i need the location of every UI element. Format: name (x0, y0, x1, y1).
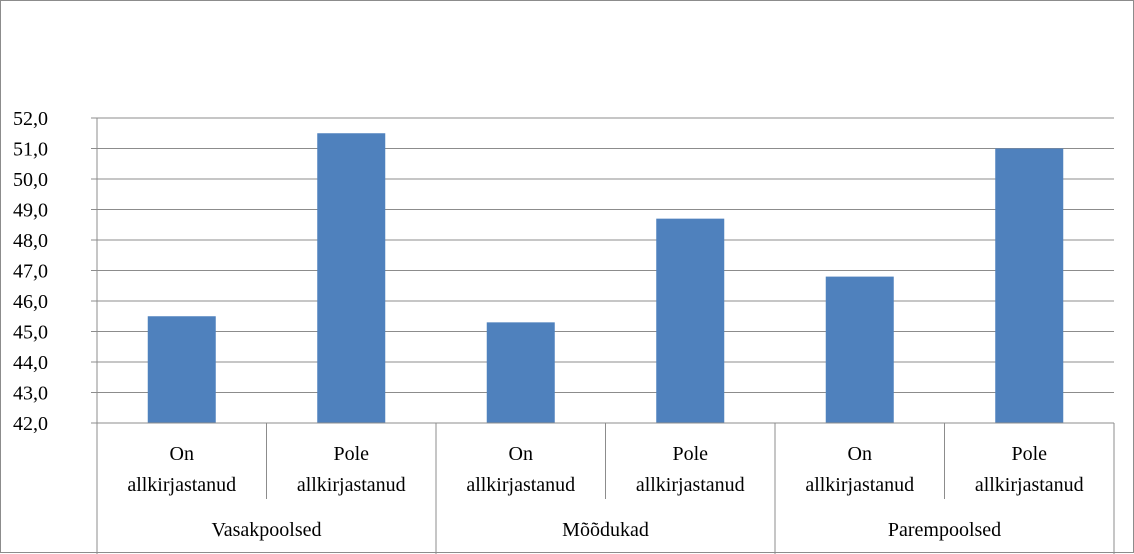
category-label-line1: Pole (333, 443, 369, 465)
bar (317, 133, 386, 423)
group-label: Mõõdukad (562, 519, 649, 541)
category-label-line1: On (848, 443, 872, 465)
y-tick-label: 50,0 (13, 169, 48, 191)
y-tick-label: 48,0 (13, 230, 48, 252)
gridlines (97, 117, 1114, 393)
bar (486, 322, 555, 423)
category-label-line2: allkirjastanud (127, 474, 236, 496)
category-label-line1: Pole (1011, 443, 1047, 465)
bar (147, 316, 216, 423)
category-label-line2: allkirjastanud (466, 474, 575, 496)
bar (656, 218, 725, 423)
y-tick-label: 43,0 (13, 383, 48, 405)
bars (147, 133, 1064, 423)
y-tick-label: 44,0 (13, 352, 48, 374)
category-label-line2: allkirjastanud (805, 474, 914, 496)
category-label-line1: On (170, 443, 194, 465)
y-tick-label: 46,0 (13, 291, 48, 313)
y-tick-label: 52,0 (13, 108, 48, 130)
category-label-line2: allkirjastanud (636, 474, 745, 496)
category-label-line2: allkirjastanud (975, 474, 1084, 496)
category-label-line1: On (509, 443, 533, 465)
category-label-line1: Pole (672, 443, 708, 465)
category-label-line2: allkirjastanud (297, 474, 406, 496)
group-label: Vasakpoolsed (212, 519, 322, 541)
bar (995, 148, 1064, 423)
y-tick-label: 49,0 (13, 200, 48, 222)
bar (825, 276, 894, 423)
labels: 42,0 43,0 44,0 45,0 46,0 47,0 48,0 49,0 50,0 51,0… (13, 108, 1084, 541)
y-tick-label: 42,0 (13, 413, 48, 435)
y-tick-label: 51,0 (13, 139, 48, 161)
y-tick-label: 45,0 (13, 322, 48, 344)
y-tick-label: 47,0 (13, 261, 48, 283)
axes (91, 117, 1115, 554)
group-label: Parempoolsed (888, 519, 1001, 541)
